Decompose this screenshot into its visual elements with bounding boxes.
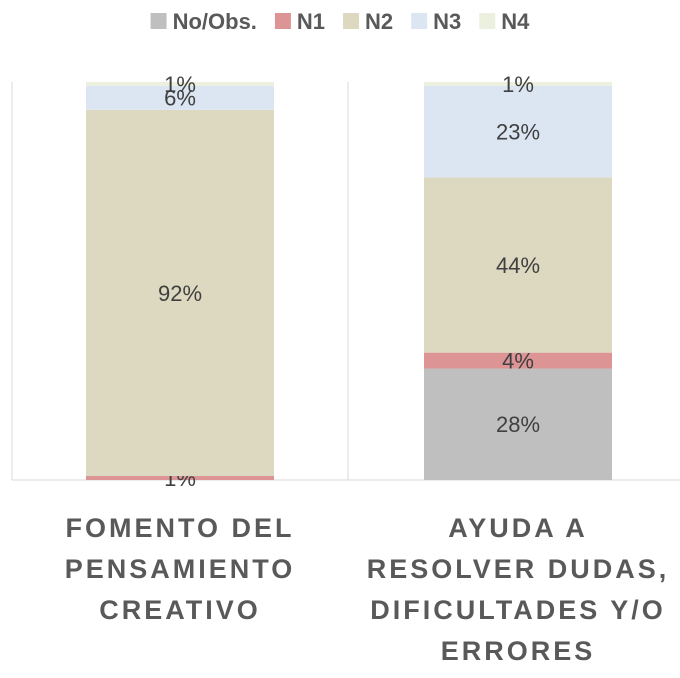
legend-label: N2 xyxy=(365,9,393,34)
data-label: 44% xyxy=(496,253,540,278)
legend-label: No/Obs. xyxy=(173,9,257,34)
legend-swatch xyxy=(479,13,496,29)
data-label: 1% xyxy=(164,72,196,97)
data-label: 1% xyxy=(502,72,534,97)
legend-swatch xyxy=(411,13,428,29)
legend-swatch xyxy=(274,13,291,29)
legend-label: N3 xyxy=(433,9,461,34)
bar-segment xyxy=(424,177,612,353)
bar-segment xyxy=(424,82,612,86)
bar-segment xyxy=(86,109,274,477)
bar-segment xyxy=(424,368,612,480)
legend-label: N1 xyxy=(297,9,325,34)
bar-segment xyxy=(86,476,274,480)
x-tick-label: AYUDA A RESOLVER DUDAS, DIFICULTADES Y/O… xyxy=(366,513,670,666)
legend-swatch xyxy=(150,13,167,29)
bar-segment xyxy=(424,352,612,369)
data-label: 92% xyxy=(158,281,202,306)
data-label: 28% xyxy=(496,412,540,437)
bar-segment xyxy=(424,85,612,178)
bar-segment xyxy=(86,85,274,110)
legend-swatch xyxy=(343,13,360,29)
legend-label: N4 xyxy=(501,9,530,34)
bar-segment xyxy=(86,82,274,86)
data-label: 23% xyxy=(496,120,540,145)
data-label: 6% xyxy=(164,86,196,111)
x-tick-label: FOMENTO DEL PENSAMIENTO CREATIVO xyxy=(64,513,296,625)
